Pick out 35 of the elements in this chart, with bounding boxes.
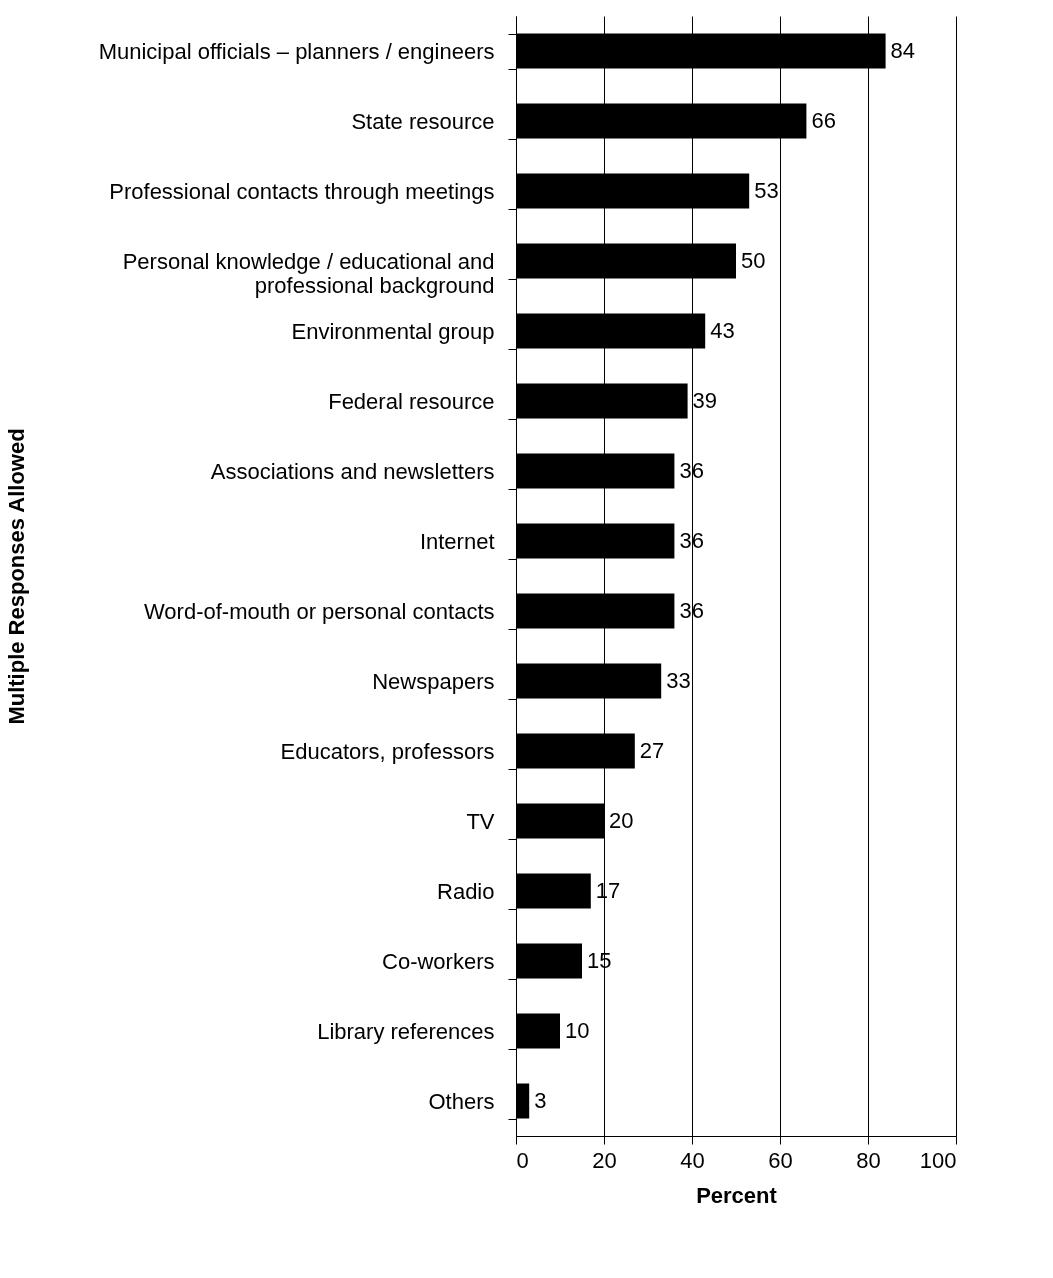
- x-tick-label: 0: [516, 1147, 529, 1173]
- y-tick-label: Others: [428, 1088, 495, 1114]
- y-tick-label: Radio: [437, 878, 495, 904]
- y-tick-label: Library references: [317, 1018, 495, 1044]
- y-tick-label: Federal resource: [328, 388, 495, 414]
- data-label: 20: [609, 808, 634, 833]
- y-tick-label: Word-of-mouth or personal contacts: [143, 598, 495, 624]
- y-tick-label: Environmental group: [291, 318, 495, 344]
- x-axis-title: Percent: [696, 1182, 778, 1208]
- data-label: 66: [811, 108, 836, 133]
- x-tick-label: 60: [768, 1147, 793, 1173]
- data-label: 43: [710, 318, 735, 343]
- data-label: 3: [534, 1088, 547, 1113]
- y-tick-label: Co-workers: [382, 948, 495, 974]
- x-tick-label: 80: [856, 1147, 881, 1173]
- y-tick-label: Personal knowledge / educational and professional background: [122, 248, 495, 298]
- data-label: 53: [754, 178, 779, 203]
- y-tick-label: Internet: [419, 528, 495, 554]
- y-axis-title: Multiple Responses Allowed: [3, 428, 29, 725]
- y-tick-label: Educators, professors: [280, 738, 495, 764]
- x-tick-label: 40: [680, 1147, 705, 1173]
- y-tick-label: Professional contacts through meetings: [109, 178, 495, 204]
- y-tick-label: TV: [466, 808, 495, 834]
- data-label: 39: [692, 388, 718, 413]
- x-tick-label: 100: [919, 1147, 957, 1173]
- data-label: 10: [565, 1018, 590, 1043]
- y-tick-label: Associations and newsletters: [210, 458, 495, 484]
- y-tick-label: Municipal officials – planners / engineers: [98, 38, 495, 64]
- data-label: 50: [741, 248, 766, 273]
- y-tick-label: State resource: [351, 108, 495, 134]
- y-tick-label: Newspapers: [372, 668, 495, 694]
- x-tick-label: 20: [592, 1147, 617, 1173]
- data-label: 27: [639, 738, 665, 763]
- data-label: 84: [890, 38, 916, 63]
- data-label: 33: [666, 668, 691, 693]
